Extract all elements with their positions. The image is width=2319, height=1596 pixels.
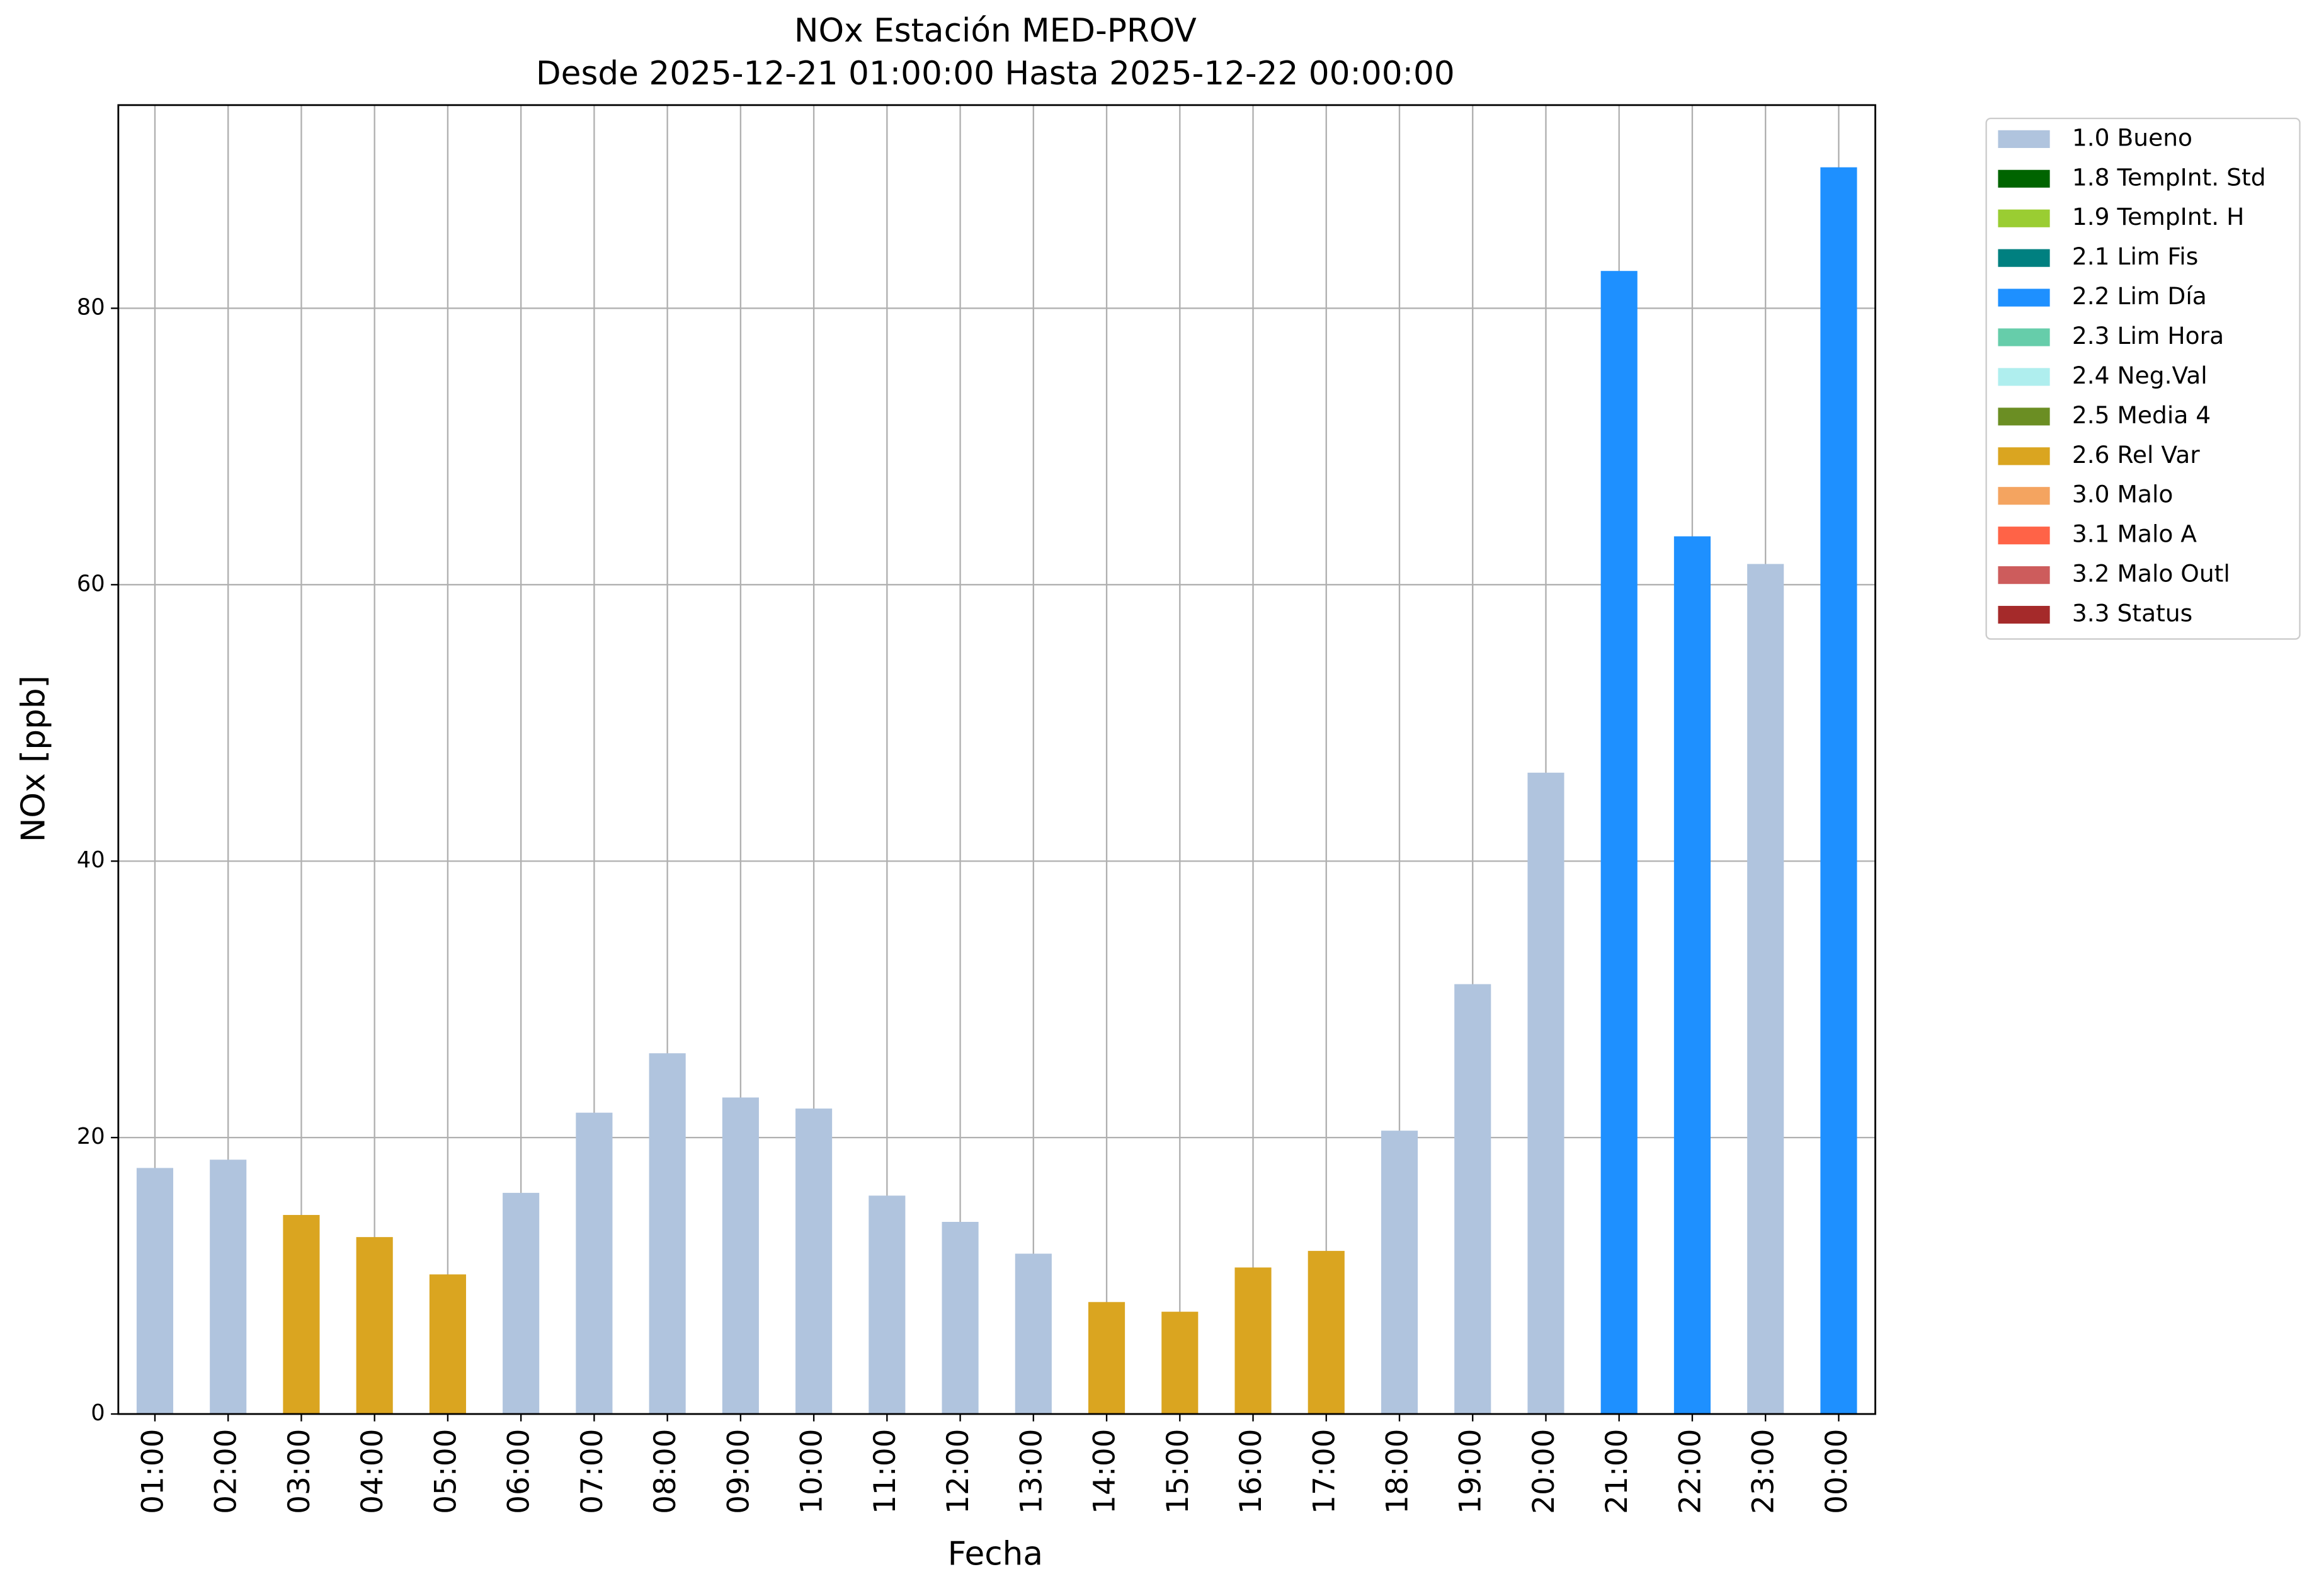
x-tick-label: 12:00: [941, 1429, 976, 1514]
x-tick-label: 20:00: [1527, 1429, 1561, 1514]
legend-box: [1985, 117, 2301, 640]
y-tick-label: 20: [77, 1124, 105, 1149]
legend-label: 3.1 Malo A: [2072, 520, 2197, 548]
legend-swatch: [1998, 368, 2050, 386]
bar: [1161, 1311, 1199, 1415]
legend-label: 2.5 Media 4: [2072, 401, 2211, 429]
legend-label: 1.8 TempInt. Std: [2072, 163, 2266, 191]
bar: [722, 1097, 759, 1415]
legend-swatch: [1998, 527, 2050, 545]
bar: [429, 1274, 466, 1415]
bar: [576, 1112, 613, 1415]
bar: [356, 1237, 393, 1415]
legend-swatch: [1998, 209, 2050, 227]
bar: [1015, 1253, 1052, 1415]
x-tick-label: 07:00: [575, 1429, 610, 1514]
x-tick-label: 18:00: [1380, 1429, 1415, 1514]
x-tick-label: 06:00: [502, 1429, 537, 1514]
bar: [1454, 984, 1491, 1415]
legend-swatch: [1998, 288, 2050, 307]
x-tick-label: 09:00: [721, 1429, 756, 1514]
bar: [942, 1221, 979, 1415]
x-tick-label: 16:00: [1234, 1429, 1268, 1514]
legend-swatch: [1998, 328, 2050, 346]
chart-subtitle: Desde 2025-12-21 01:00:00 Hasta 2025-12-…: [536, 55, 1455, 93]
bar: [869, 1195, 906, 1415]
x-tick-label: 13:00: [1014, 1429, 1049, 1514]
x-tick-label: 05:00: [428, 1429, 463, 1514]
legend-swatch: [1998, 605, 2050, 624]
bar: [1747, 564, 1784, 1415]
bar: [1527, 772, 1564, 1415]
bar: [1088, 1302, 1125, 1415]
x-tick-label: 08:00: [648, 1429, 683, 1514]
x-tick-label: 19:00: [1454, 1429, 1488, 1514]
x-tick-label: 15:00: [1161, 1429, 1195, 1514]
bar: [210, 1160, 247, 1415]
plot-frame: [117, 104, 1876, 1415]
legend-swatch: [1998, 487, 2050, 505]
x-tick-label: 10:00: [795, 1429, 829, 1514]
legend-swatch: [1998, 447, 2050, 465]
legend-swatch: [1998, 408, 2050, 426]
legend-label: 1.0 Bueno: [2072, 123, 2192, 151]
legend-swatch: [1998, 169, 2050, 188]
legend-swatch: [1998, 566, 2050, 584]
y-tick-label: 40: [77, 847, 105, 873]
legend-label: 3.2 Malo Outl: [2072, 560, 2230, 588]
bar: [795, 1109, 833, 1415]
legend-label: 2.2 Lim Día: [2072, 282, 2207, 310]
bar: [1381, 1131, 1418, 1415]
legend-label: 2.3 Lim Hora: [2072, 322, 2224, 350]
bar: [136, 1168, 174, 1415]
legend-label: 1.9 TempInt. H: [2072, 203, 2245, 231]
legend-label: 3.0 Malo: [2072, 481, 2174, 508]
legend-label: 2.4 Neg.Val: [2072, 362, 2208, 389]
x-tick-label: 04:00: [355, 1429, 390, 1514]
x-tick-label: 11:00: [868, 1429, 903, 1514]
x-tick-label: 01:00: [135, 1429, 170, 1514]
x-tick-label: 03:00: [282, 1429, 317, 1514]
legend-label: 2.1 Lim Fis: [2072, 242, 2198, 270]
bar: [1673, 536, 1711, 1415]
y-tick-label: 60: [77, 571, 105, 596]
x-tick-label: 02:00: [209, 1429, 244, 1514]
bar: [283, 1215, 320, 1415]
y-tick-label: 0: [91, 1400, 105, 1426]
y-axis-label: NOx [ppb]: [14, 675, 52, 842]
y-tick-label: 80: [77, 294, 105, 320]
legend-swatch: [1998, 130, 2050, 148]
x-tick-label: 23:00: [1746, 1429, 1781, 1514]
chart-title: NOx Estación MED-PROV: [794, 12, 1197, 50]
bar: [649, 1053, 686, 1415]
bar: [503, 1192, 540, 1415]
x-tick-label: 14:00: [1088, 1429, 1122, 1514]
x-axis-label: Fecha: [948, 1535, 1043, 1573]
x-tick-label: 00:00: [1820, 1429, 1854, 1514]
x-tick-label: 21:00: [1600, 1429, 1634, 1514]
bar: [1600, 271, 1638, 1415]
bar: [1820, 167, 1857, 1415]
legend-label: 3.3 Status: [2072, 600, 2192, 627]
x-tick-label: 17:00: [1307, 1429, 1342, 1514]
bar: [1234, 1267, 1272, 1415]
x-tick-label: 22:00: [1673, 1429, 1707, 1514]
bar: [1308, 1251, 1345, 1415]
legend-swatch: [1998, 249, 2050, 267]
legend-label: 2.6 Rel Var: [2072, 441, 2200, 469]
